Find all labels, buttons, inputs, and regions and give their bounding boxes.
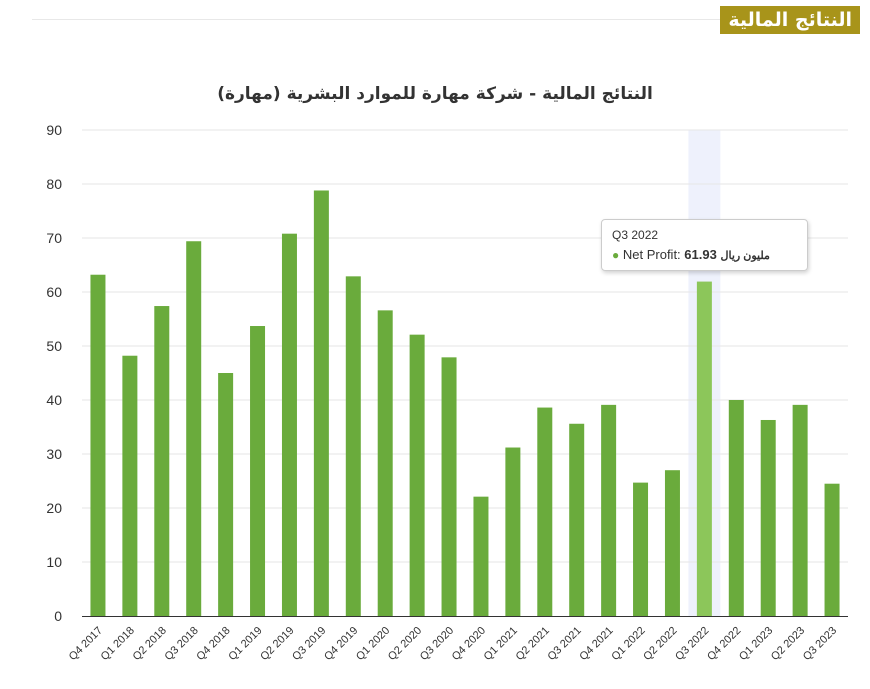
bar xyxy=(633,482,649,616)
x-tick-label: Q3 2019 xyxy=(290,625,328,663)
top-divider xyxy=(32,19,730,20)
y-tick-label: 40 xyxy=(46,392,62,408)
bar xyxy=(122,355,138,616)
y-tick-label: 10 xyxy=(46,554,62,570)
x-tick-label: Q1 2021 xyxy=(482,625,520,663)
chart-tooltip: Q3 2022 ● Net Profit: 61.93 مليون ريال xyxy=(601,219,808,271)
series-dot-icon: ● xyxy=(612,248,620,262)
bar xyxy=(281,233,297,616)
bar xyxy=(824,483,840,616)
x-tick-label: Q3 2021 xyxy=(546,625,584,663)
bar xyxy=(728,400,744,616)
bar xyxy=(154,306,170,616)
x-tick-label: Q3 2020 xyxy=(418,625,456,663)
chart-title: النتائج المالية - شركة مهارة للموارد الب… xyxy=(217,84,653,104)
x-tick-label: Q2 2019 xyxy=(258,625,296,663)
x-tick-label: Q3 2022 xyxy=(673,625,711,663)
x-tick-label: Q4 2018 xyxy=(194,625,232,663)
y-tick-label: 20 xyxy=(46,500,62,516)
bar xyxy=(186,241,202,617)
x-tick-label: Q2 2021 xyxy=(514,625,552,663)
x-tick-label: Q3 2018 xyxy=(163,625,201,663)
bar xyxy=(537,407,553,616)
x-tick-label: Q2 2022 xyxy=(641,625,679,663)
bar xyxy=(473,496,489,616)
x-tick-label: Q1 2022 xyxy=(609,625,647,663)
y-tick-label: 80 xyxy=(46,176,62,192)
y-tick-label: 0 xyxy=(54,608,62,624)
bar xyxy=(345,276,361,616)
tooltip-series-label: Net Profit: xyxy=(622,247,685,262)
x-tick-label: Q4 2021 xyxy=(577,625,615,663)
tooltip-unit: مليون ريال xyxy=(720,250,770,262)
bar xyxy=(760,419,776,616)
y-tick-label: 30 xyxy=(46,446,62,462)
bar xyxy=(218,373,234,616)
y-tick-label: 70 xyxy=(46,230,62,246)
bar xyxy=(441,357,457,616)
x-tick-label: Q1 2023 xyxy=(737,625,775,663)
bar xyxy=(664,470,680,616)
bar xyxy=(696,281,712,616)
tooltip-row: ● Net Profit: 61.93 مليون ريال xyxy=(612,246,797,265)
section-badge: النتائج المالية xyxy=(720,6,860,34)
y-tick-label: 90 xyxy=(46,122,62,138)
bar xyxy=(313,190,329,617)
bar xyxy=(601,404,617,616)
x-tick-label: Q2 2023 xyxy=(769,625,807,663)
y-tick-label: 60 xyxy=(46,284,62,300)
x-tick-label: Q1 2018 xyxy=(99,625,137,663)
x-tick-label: Q4 2019 xyxy=(322,625,360,663)
bar xyxy=(505,447,521,616)
x-tick-label: Q2 2020 xyxy=(386,625,424,663)
x-tick-label: Q4 2020 xyxy=(450,625,488,663)
bar xyxy=(377,310,393,616)
x-tick-label: Q1 2020 xyxy=(354,625,392,663)
bar xyxy=(409,334,425,616)
tooltip-value: 61.93 xyxy=(684,247,717,262)
x-tick-label: Q3 2023 xyxy=(801,625,839,663)
bar xyxy=(569,423,585,616)
x-tick-label: Q4 2022 xyxy=(705,625,743,663)
y-tick-label: 50 xyxy=(46,338,62,354)
x-tick-label: Q4 2017 xyxy=(67,625,105,663)
bar xyxy=(250,326,266,616)
tooltip-category: Q3 2022 xyxy=(612,228,659,242)
x-tick-label: Q2 2018 xyxy=(131,625,169,663)
bar xyxy=(792,404,808,616)
x-tick-label: Q1 2019 xyxy=(226,625,264,663)
bar xyxy=(90,274,106,616)
